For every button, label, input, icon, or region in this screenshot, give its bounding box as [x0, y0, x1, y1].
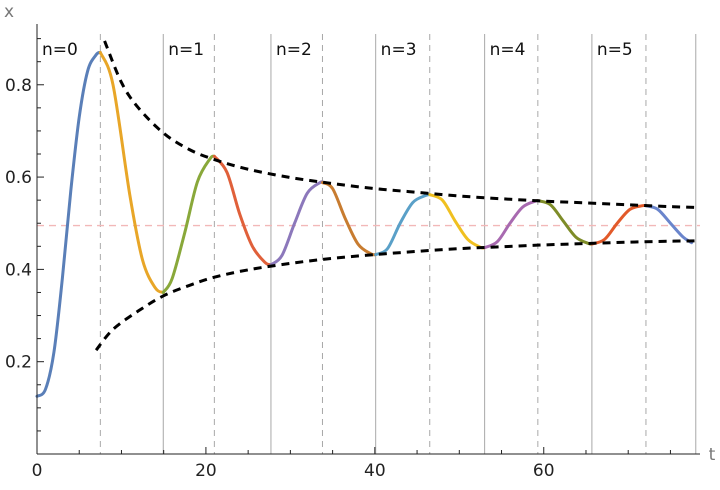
envelope-layer [94, 40, 701, 352]
oscillation-segment-4 [269, 180, 324, 267]
period-label: n=0 [42, 40, 78, 60]
upper-envelope [103, 40, 701, 210]
oscillation-segment-2 [161, 154, 216, 294]
oscillation-segment-5 [320, 181, 378, 257]
y-tick-label: 0.4 [5, 260, 32, 280]
period-label: n=5 [597, 40, 633, 60]
x-tick-label: 40 [364, 461, 386, 481]
lower-envelope [94, 239, 701, 352]
period-label: n=2 [276, 40, 312, 60]
oscillation-segment-3 [212, 154, 273, 267]
oscillation-segment-7 [428, 193, 487, 250]
period-labels: n=0 n=1 n=2 n=3 n=4 n=5 [42, 40, 633, 60]
oscillation-segment-10 [590, 203, 648, 246]
x-ticks: 0 20 40 60 [32, 447, 671, 481]
oscillation-segment-8 [483, 198, 540, 250]
oscillation-segment-1 [98, 50, 165, 294]
y-tick-label: 0.8 [5, 76, 32, 96]
period-label: n=1 [168, 40, 204, 60]
y-ticks: 0.2 0.4 0.6 0.8 [5, 38, 44, 432]
x-tick-label: 0 [32, 461, 43, 481]
y-axis-title: x [4, 2, 14, 22]
axes: 0 20 40 60 0.2 0.4 0.6 0.8 t x [4, 2, 716, 481]
period-label: n=3 [381, 40, 417, 60]
y-tick-label: 0.6 [5, 168, 32, 188]
oscillation-segment-0 [35, 50, 102, 398]
oscillation-segment-9 [536, 199, 594, 246]
x-tick-label: 60 [533, 461, 555, 481]
y-tick-label: 0.2 [5, 353, 32, 373]
x-axis-title: t [709, 445, 716, 465]
x-tick-label: 20 [195, 461, 217, 481]
period-label: n=4 [490, 40, 526, 60]
oscillation-segment-6 [374, 193, 432, 257]
oscillation-segment-11 [644, 204, 694, 245]
